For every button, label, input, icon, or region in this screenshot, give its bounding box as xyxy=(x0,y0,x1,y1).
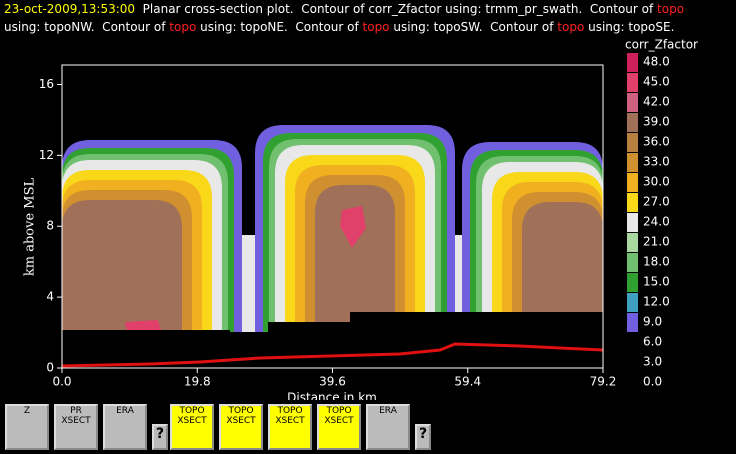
header-text: topo xyxy=(169,20,197,34)
colorbar-label: 45.0 xyxy=(643,75,670,89)
toolbar-button[interactable]: ERA xyxy=(366,404,410,450)
y-tick-label: 16 xyxy=(39,77,54,91)
toolbar-button[interactable]: ERA xyxy=(103,404,147,450)
contour-band xyxy=(62,200,182,332)
colorbar-label: 12.0 xyxy=(643,295,670,309)
header-text: topo xyxy=(557,20,585,34)
toolbar-button[interactable]: Z xyxy=(5,404,49,450)
colorbar-label: 21.0 xyxy=(643,235,670,249)
mask xyxy=(62,312,603,368)
colorbar-swatch xyxy=(627,273,638,292)
colorbar-label: 33.0 xyxy=(643,155,670,169)
toolbar-button[interactable]: PR XSECT xyxy=(54,404,98,450)
x-tick-label: 79.2 xyxy=(590,375,617,389)
colorbar-swatch xyxy=(627,213,638,232)
colorbar-swatch xyxy=(627,93,638,112)
header-line: 23-oct-2009,13:53:00 Planar cross-sectio… xyxy=(4,2,684,16)
chart: km above MSL Distance in km corr_Zfactor… xyxy=(23,38,699,401)
y-tick-label: 0 xyxy=(46,361,54,375)
colorbar-label: 42.0 xyxy=(643,95,670,109)
x-tick-label: 19.8 xyxy=(184,375,211,389)
y-tick-label: 4 xyxy=(46,290,54,304)
colorbar-label: 15.0 xyxy=(643,275,670,289)
header-text: 23-oct-2009,13:53:00 xyxy=(4,2,136,16)
x-tick-label: 59.4 xyxy=(454,375,481,389)
y-tick-label: 12 xyxy=(39,148,54,162)
colorbar-label: 3.0 xyxy=(643,355,662,369)
contour-band xyxy=(522,202,603,332)
colorbar-label: 24.0 xyxy=(643,215,670,229)
colorbar-label: 36.0 xyxy=(643,135,670,149)
colorbar-swatch xyxy=(627,193,638,212)
colorbar-label: 0.0 xyxy=(643,375,662,389)
colorbar-swatch xyxy=(627,313,638,332)
colorbar-swatch xyxy=(627,153,638,172)
header-text: topo xyxy=(657,2,685,16)
colorbar-label: 18.0 xyxy=(643,255,670,269)
toolbar-button[interactable]: ? xyxy=(415,424,431,450)
toolbar-button[interactable]: TOPO XSECT xyxy=(219,404,263,450)
colorbar-swatch xyxy=(627,233,638,252)
x-axis-label: Distance in km xyxy=(287,391,377,401)
colorbar-label: 48.0 xyxy=(643,55,670,69)
header-line: using: topoNW. Contour of topo using: to… xyxy=(4,20,674,34)
colorbar-label: 6.0 xyxy=(643,335,662,349)
colorbar-swatch xyxy=(627,133,638,152)
colorbar-label: 39.0 xyxy=(643,115,670,129)
toolbar-button[interactable]: TOPO XSECT xyxy=(170,404,214,450)
x-tick-label: 39.6 xyxy=(319,375,346,389)
colorbar-title: corr_Zfactor xyxy=(625,38,698,52)
y-axis-label: km above MSL xyxy=(23,178,38,277)
header-text: using: topoNE. Contour of xyxy=(196,20,363,34)
toolbar-button[interactable]: ? xyxy=(152,424,168,450)
contour-band xyxy=(340,206,366,248)
topo-line xyxy=(61,342,604,368)
header-text: Planar cross-section plot. Contour of co… xyxy=(135,2,658,16)
contour-band xyxy=(315,185,395,332)
colorbar-swatch xyxy=(627,73,638,92)
x-tick-label: 0.0 xyxy=(52,375,71,389)
colorbar-swatch xyxy=(627,113,638,132)
colorbar-swatch xyxy=(627,293,638,312)
colorbar-label: 30.0 xyxy=(643,175,670,189)
header-text: using: topoSW. Contour of xyxy=(389,20,558,34)
y-tick-label: 8 xyxy=(46,219,54,233)
colorbar-swatch xyxy=(627,173,638,192)
toolbar-button[interactable]: TOPO XSECT xyxy=(268,404,312,450)
colorbar-swatch xyxy=(627,53,638,72)
header-text: using: topoSE. xyxy=(584,20,675,34)
colorbar-label: 9.0 xyxy=(643,315,662,329)
colorbar-swatch xyxy=(627,253,638,272)
colorbar-label: 27.0 xyxy=(643,195,670,209)
header-text: using: topoNW. Contour of xyxy=(4,20,170,34)
toolbar-button[interactable]: TOPO XSECT xyxy=(317,404,361,450)
header-text: topo xyxy=(362,20,390,34)
